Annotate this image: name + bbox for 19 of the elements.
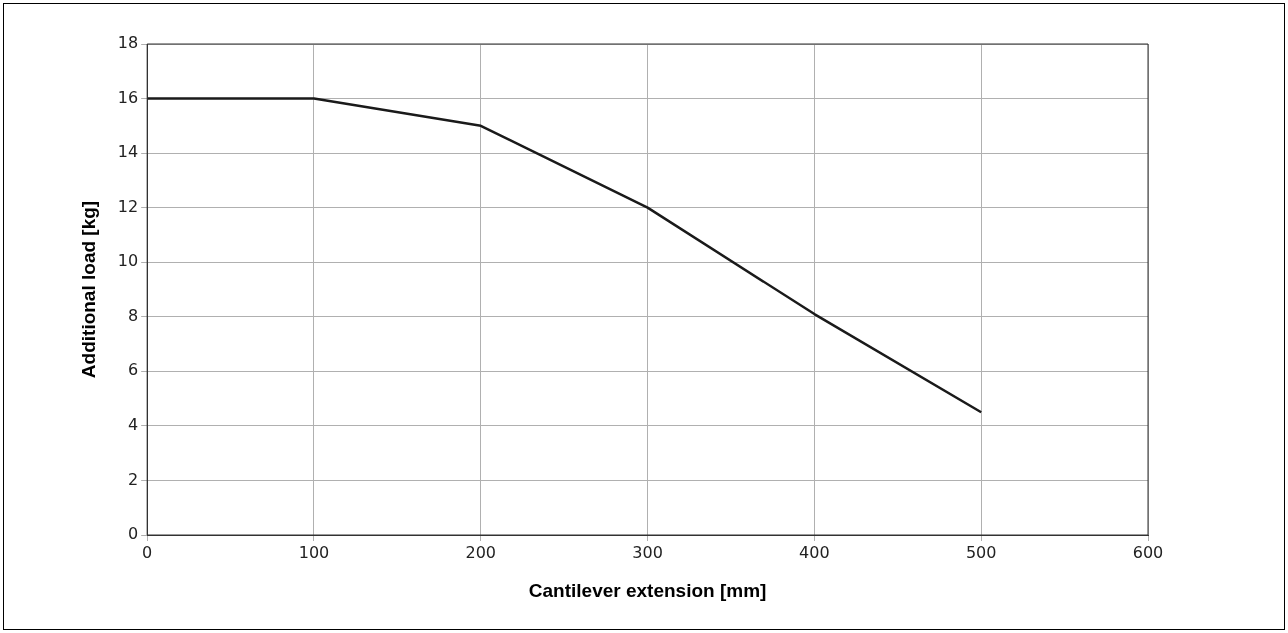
x-tick-label: 500 bbox=[965, 542, 997, 562]
y-axis-title: Additional load [kg] bbox=[77, 200, 99, 379]
y-tick-label: 4 bbox=[127, 415, 139, 435]
x-tick-label: 100 bbox=[298, 542, 330, 562]
y-tick-label: 6 bbox=[127, 360, 139, 380]
y-tick-label: 14 bbox=[117, 142, 139, 162]
x-tick-label: 200 bbox=[465, 542, 497, 562]
x-tick-label: 600 bbox=[1132, 542, 1164, 562]
y-tick-label: 12 bbox=[117, 196, 139, 216]
x-tick-label: 0 bbox=[142, 542, 153, 562]
x-tick-label: 300 bbox=[632, 542, 663, 562]
y-tick-label: 0 bbox=[127, 524, 139, 544]
x-tick-label: 400 bbox=[799, 542, 830, 562]
y-tick-label: 18 bbox=[117, 33, 139, 53]
y-tick-label: 8 bbox=[127, 305, 139, 325]
x-axis-title: Cantilever extension [mm] bbox=[528, 579, 767, 601]
y-tick-label: 16 bbox=[117, 87, 139, 107]
y-tick-label: 2 bbox=[127, 469, 139, 489]
y-tick-label: 10 bbox=[117, 251, 139, 271]
